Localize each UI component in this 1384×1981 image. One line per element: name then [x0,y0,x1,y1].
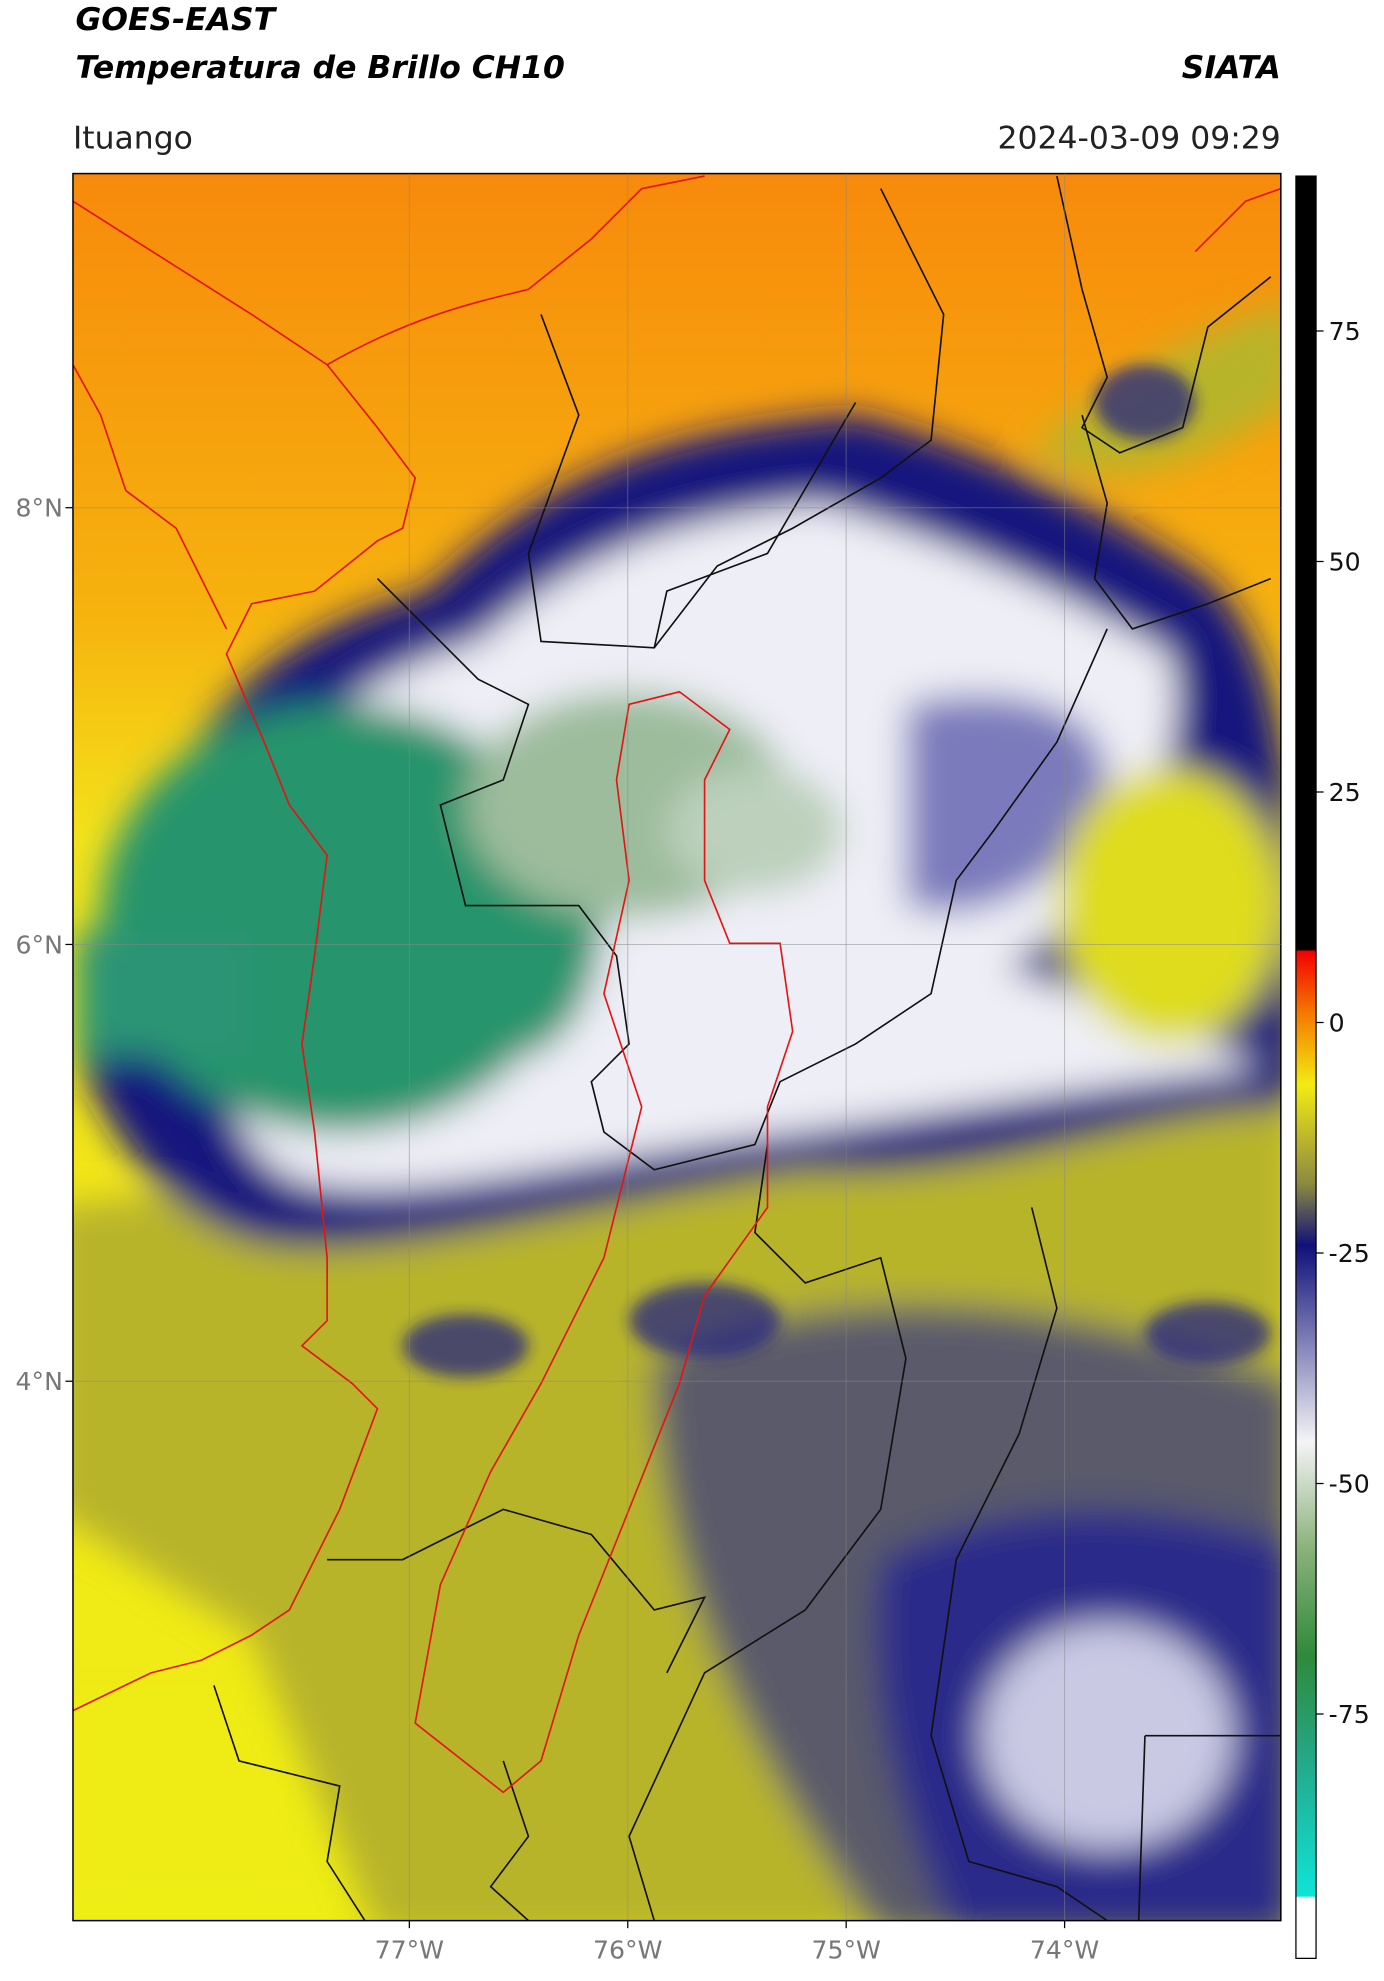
colorbar-tick-label: -75 [1329,1700,1370,1729]
colorbar-tick-label: 75 [1329,317,1361,346]
map-frame [72,172,1282,1922]
colorbar-tick-label: 50 [1329,547,1361,576]
lon-tick-label: 75°W [811,1935,881,1964]
source: GOES-EAST [75,2,277,38]
lat-tick-label: 6°N [16,930,63,959]
datetime: 2024-03-09 09:29 [997,120,1280,156]
colorbar [1295,175,1317,1959]
lat-tick-label: 4°N [16,1367,63,1396]
map [72,173,1281,1921]
colorbar-tick-label: 25 [1329,778,1361,807]
lon-tick-label: 76°W [593,1935,663,1964]
region: Ituango [73,120,193,156]
colorbar-tick-label: -25 [1329,1239,1370,1268]
lon-tick-label: 77°W [375,1935,445,1964]
colorbar-tick-label: -50 [1329,1469,1370,1498]
product: Temperatura de Brillo CH10 [75,50,564,86]
colorbar-tick-label: 0 [1329,1008,1345,1037]
lon-tick-label: 74°W [1030,1935,1100,1964]
agency: SIATA [1182,50,1281,86]
lat-tick-label: 8°N [16,494,63,523]
